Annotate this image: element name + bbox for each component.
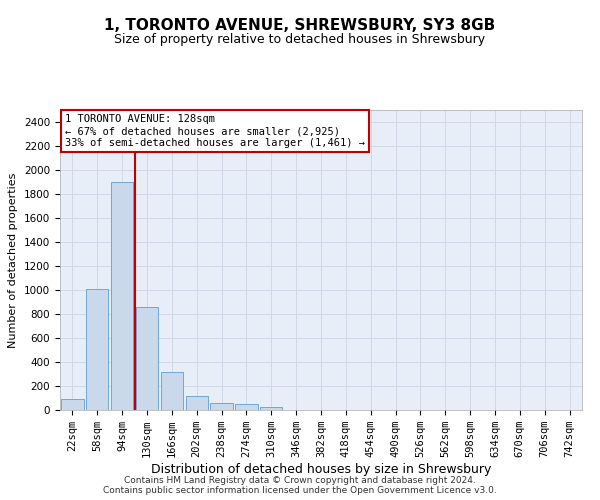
Bar [185,396,208,410]
Bar [260,407,283,410]
Bar [136,307,158,410]
Y-axis label: Number of detached properties: Number of detached properties [8,172,19,348]
Bar [161,372,183,410]
Text: Contains HM Land Registry data © Crown copyright and database right 2024.
Contai: Contains HM Land Registry data © Crown c… [103,476,497,495]
Text: 1 TORONTO AVENUE: 128sqm
← 67% of detached houses are smaller (2,925)
33% of sem: 1 TORONTO AVENUE: 128sqm ← 67% of detach… [65,114,365,148]
Text: Size of property relative to detached houses in Shrewsbury: Size of property relative to detached ho… [115,32,485,46]
X-axis label: Distribution of detached houses by size in Shrewsbury: Distribution of detached houses by size … [151,463,491,476]
Bar [235,404,257,410]
Bar [86,289,109,410]
Text: 1, TORONTO AVENUE, SHREWSBURY, SY3 8GB: 1, TORONTO AVENUE, SHREWSBURY, SY3 8GB [104,18,496,32]
Bar [211,404,233,410]
Bar [61,398,83,410]
Bar [111,182,133,410]
